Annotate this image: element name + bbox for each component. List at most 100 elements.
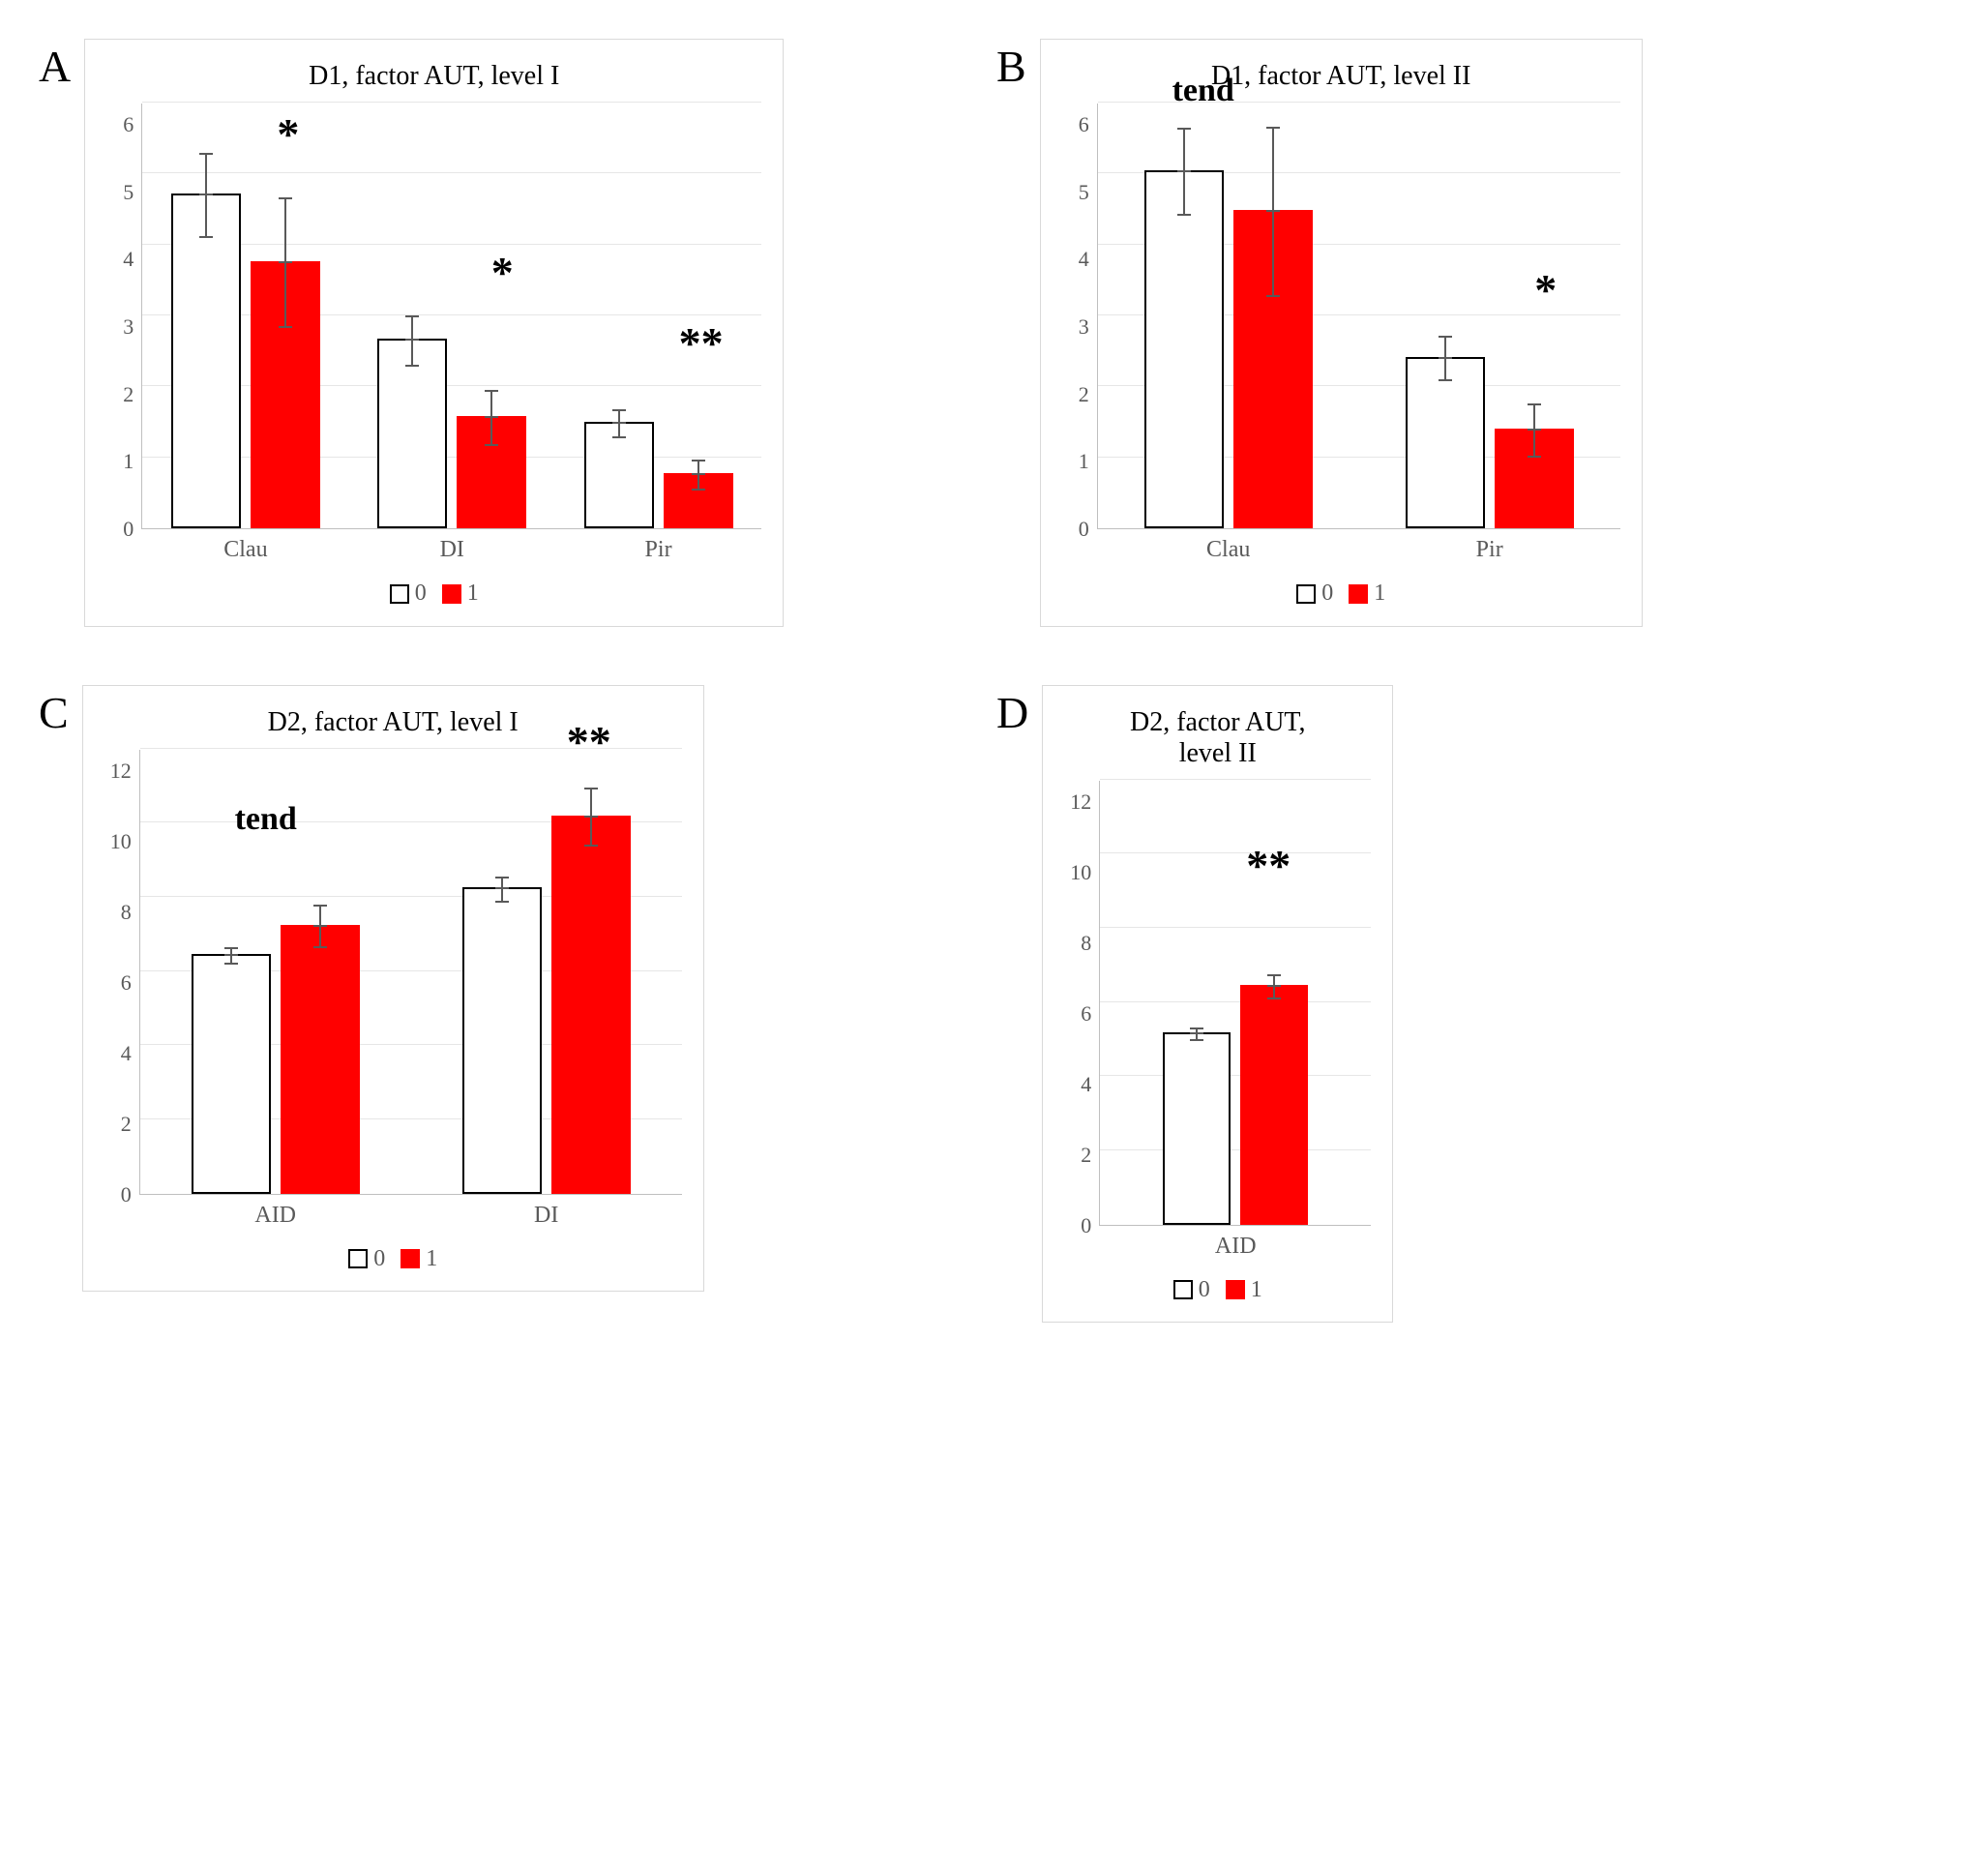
x-label: DI (349, 537, 555, 563)
plot: ** (1100, 781, 1371, 1226)
y-tick: 12 (1064, 791, 1091, 813)
panel-c-chart: D2, factor AUT, level I024681012tend**AI… (82, 685, 704, 1293)
legend-item: 0 (1296, 581, 1333, 607)
chart-title: D1, factor AUT, level I (106, 61, 761, 92)
y-tick: 4 (1062, 249, 1089, 270)
bar-0 (1144, 170, 1224, 528)
legend-swatch-icon (1349, 584, 1368, 604)
legend-label: 1 (1374, 581, 1385, 607)
y-tick: 2 (104, 1114, 132, 1135)
legend: 01 (1062, 581, 1620, 610)
plot: tend** (140, 750, 682, 1195)
legend-swatch-icon (348, 1249, 368, 1268)
y-tick: 4 (106, 249, 134, 270)
y-tick: 0 (1062, 519, 1089, 540)
panel-b-chart: D1, factor AUT, level II0123456tend*Clau… (1040, 39, 1643, 627)
legend-label: 1 (467, 581, 479, 607)
legend: 01 (1064, 1277, 1371, 1307)
x-label: Pir (555, 537, 761, 563)
legend-item: 0 (1173, 1277, 1210, 1303)
y-tick: 6 (1064, 1003, 1091, 1025)
y-tick: 6 (106, 114, 134, 135)
y-tick: 6 (104, 972, 132, 994)
significance-marker: ** (1246, 840, 1291, 891)
y-tick: 8 (104, 902, 132, 923)
legend-swatch-icon (1296, 584, 1316, 604)
panel-b-wrap: B D1, factor AUT, level II0123456tend*Cl… (996, 39, 1877, 627)
bar-group (142, 194, 348, 528)
legend-item: 0 (390, 581, 427, 607)
bar-0 (171, 194, 241, 528)
significance-marker: ** (679, 317, 724, 369)
legend-swatch-icon (390, 584, 409, 604)
bar-1 (281, 925, 360, 1194)
bar-group (140, 925, 411, 1194)
y-axis: 0123456 (1062, 104, 1098, 529)
bar-1 (457, 416, 526, 528)
x-label: Clau (1098, 537, 1359, 563)
y-tick: 2 (1064, 1145, 1091, 1166)
bar-1 (551, 816, 631, 1194)
bar-0 (1406, 357, 1485, 528)
x-label: AID (140, 1203, 411, 1229)
y-tick: 0 (104, 1184, 132, 1206)
chart-title: D1, factor AUT, level II (1062, 61, 1620, 92)
significance-marker: tend (235, 801, 297, 838)
panel-c-wrap: C D2, factor AUT, level I024681012tend**… (39, 685, 919, 1324)
y-tick: 0 (1064, 1215, 1091, 1236)
significance-marker: ** (567, 716, 611, 767)
y-tick: 2 (106, 384, 134, 405)
bar-0 (377, 339, 447, 528)
panel-c-letter: C (39, 685, 69, 735)
legend: 01 (104, 1246, 682, 1276)
y-tick: 8 (1064, 933, 1091, 954)
y-tick: 10 (104, 831, 132, 852)
y-tick: 1 (106, 451, 134, 472)
bar-0 (1163, 1032, 1231, 1225)
bar-0 (584, 422, 654, 528)
significance-marker: * (277, 108, 299, 160)
x-label: DI (411, 1203, 682, 1229)
y-tick: 1 (1062, 451, 1089, 472)
legend-swatch-icon (1226, 1280, 1245, 1299)
y-tick: 0 (106, 519, 134, 540)
legend-label: 0 (1199, 1277, 1210, 1303)
panel-d-wrap: D D2, factor AUT, level II024681012**AID… (996, 685, 1877, 1324)
bar-1 (1240, 985, 1308, 1224)
plot: tend* (1098, 104, 1620, 529)
legend-item: 0 (348, 1246, 385, 1272)
bar-group (349, 339, 555, 528)
y-tick: 2 (1062, 384, 1089, 405)
y-axis: 024681012 (1064, 781, 1100, 1226)
bar-group (411, 816, 682, 1194)
bar-group (1098, 170, 1359, 528)
legend-label: 0 (415, 581, 427, 607)
bar-0 (192, 954, 271, 1193)
significance-marker: * (1534, 264, 1557, 315)
significance-marker: tend (1172, 73, 1234, 109)
legend-label: 0 (1321, 581, 1333, 607)
legend-item: 1 (1226, 1277, 1262, 1303)
bar-1 (664, 473, 733, 528)
y-tick: 5 (1062, 182, 1089, 203)
legend-item: 1 (1349, 581, 1385, 607)
y-tick: 6 (1062, 114, 1089, 135)
bar-0 (462, 887, 542, 1193)
y-tick: 5 (106, 182, 134, 203)
bar-1 (1495, 429, 1574, 528)
y-tick: 12 (104, 760, 132, 782)
chart-title: D2, factor AUT, level II (1064, 707, 1371, 769)
significance-marker: * (491, 247, 514, 298)
plot: **** (142, 104, 761, 529)
legend-label: 0 (373, 1246, 385, 1272)
bar-1 (1233, 210, 1313, 528)
y-axis: 024681012 (104, 750, 140, 1195)
figure-grid: A D1, factor AUT, level I0123456****Clau… (39, 39, 1877, 1323)
legend-label: 1 (1251, 1277, 1262, 1303)
panel-d-chart: D2, factor AUT, level II024681012**AID01 (1042, 685, 1393, 1324)
legend-item: 1 (442, 581, 479, 607)
legend-swatch-icon (1173, 1280, 1193, 1299)
panel-a-letter: A (39, 39, 71, 89)
legend-label: 1 (426, 1246, 437, 1272)
y-axis: 0123456 (106, 104, 142, 529)
